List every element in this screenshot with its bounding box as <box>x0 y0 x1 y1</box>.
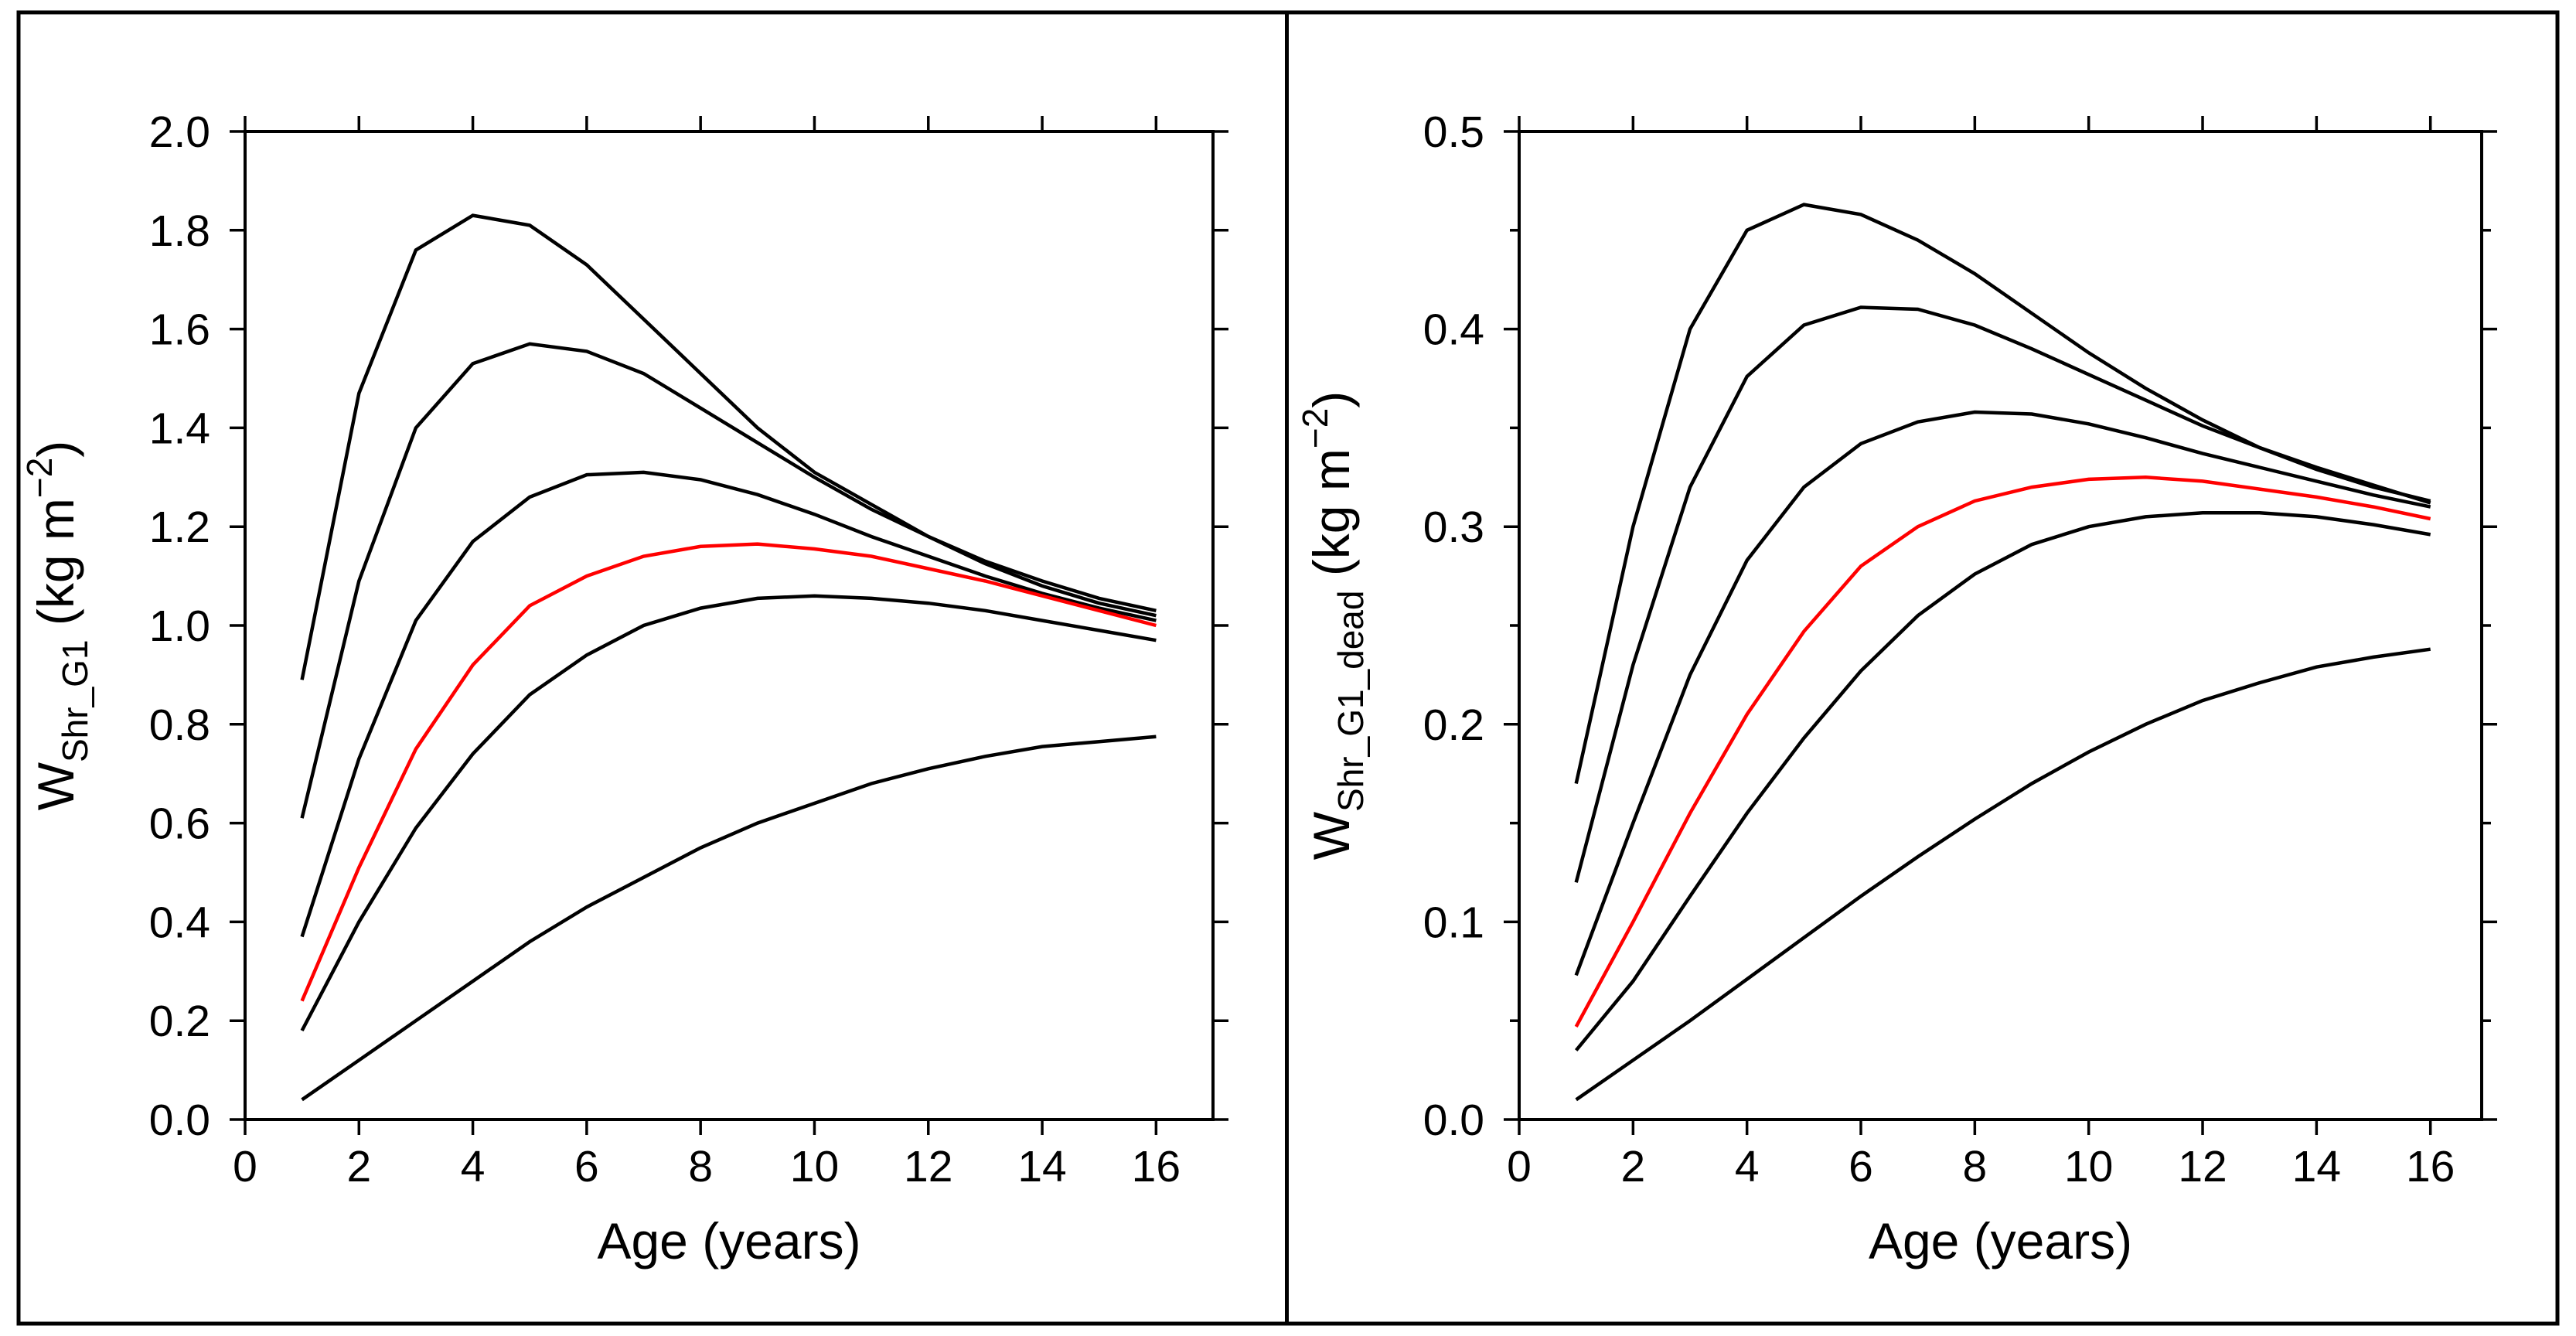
chart-left-curve-2 <box>300 342 1157 819</box>
chart-right-y-tick-label: 0.4 <box>1423 305 1484 355</box>
chart-left-y-tick-label: 1.6 <box>149 305 210 355</box>
chart-right-y-tick-label: 0.3 <box>1423 503 1484 552</box>
chart-left-x-tick-label: 8 <box>688 1142 713 1191</box>
chart-right-curve-6 <box>1575 647 2431 1102</box>
chart-right-curve-2 <box>1574 305 2431 883</box>
chart-right-plot-box <box>1518 130 2483 1121</box>
chart-left-x-tick-label: 2 <box>346 1142 371 1191</box>
chart-left-x-axis-title: Age (years) <box>597 1212 860 1270</box>
chart-right-y-tick-label: 0.0 <box>1423 1096 1484 1145</box>
chart-left-y-tick-label: 1.4 <box>149 404 210 453</box>
chart-left-curve-1 <box>300 213 1157 680</box>
chart-left-curve-5 <box>300 594 1157 1032</box>
chart-right-curve-3 <box>1574 410 2431 976</box>
chart-left-y-tick-label: 0.8 <box>149 700 210 750</box>
chart-left-curve-6 <box>301 734 1157 1102</box>
chart-left-x-tick-label: 6 <box>574 1142 599 1191</box>
chart-right-y-axis-title: WShr_G1_dead (kg m−2) <box>1295 391 1371 861</box>
chart-left-y-tick-label: 0.4 <box>149 898 210 947</box>
chart-right-curve-5 <box>1574 511 2431 1051</box>
chart-left-y-tick-label: 2.0 <box>149 107 210 157</box>
chart-right-x-tick-label: 8 <box>1962 1142 1987 1191</box>
chart-left-y-tick-label: 1.0 <box>149 602 210 651</box>
chart-left-x-tick-label: 10 <box>790 1142 839 1191</box>
chart-right-x-axis-title: Age (years) <box>1869 1212 2132 1270</box>
chart-right-x-tick-label: 16 <box>2406 1142 2455 1191</box>
chart-right-curve-red <box>1574 475 2431 1028</box>
chart-left-x-tick-label: 12 <box>904 1142 952 1191</box>
chart-left-x-tick-label: 14 <box>1017 1142 1066 1191</box>
chart-left-y-tick-label: 1.8 <box>149 206 210 256</box>
chart-right-x-tick-label: 10 <box>2064 1142 2113 1191</box>
chart-right-x-tick-label: 4 <box>1735 1142 1760 1191</box>
chart-right-y-tick-label: 0.2 <box>1423 700 1484 750</box>
chart-right-x-tick-label: 6 <box>1849 1142 1873 1191</box>
chart-right-x-tick-label: 2 <box>1620 1142 1645 1191</box>
chart-left-y-tick-label: 0.0 <box>149 1096 210 1145</box>
chart-left-curve-3 <box>300 470 1157 938</box>
chart-right-y-tick-label: 0.1 <box>1423 898 1484 947</box>
chart-right-y-tick-label: 0.5 <box>1423 107 1484 157</box>
chart-right-x-tick-label: 12 <box>2178 1142 2227 1191</box>
chart-left-x-tick-label: 4 <box>461 1142 486 1191</box>
chart-left-y-tick-label: 1.2 <box>149 503 210 552</box>
chart-left-y-tick-label: 0.2 <box>149 997 210 1046</box>
chart-right-x-tick-label: 0 <box>1507 1142 1532 1191</box>
chart-left-y-tick-label: 0.6 <box>149 799 210 849</box>
chart-left-x-tick-label: 0 <box>233 1142 257 1191</box>
chart-left-curve-red <box>300 542 1157 1002</box>
chart-right-x-tick-label: 14 <box>2292 1142 2341 1191</box>
chart-left-y-axis-title: WShr_G1 (kg m−2) <box>19 441 95 811</box>
chart-left-x-tick-label: 16 <box>1132 1142 1181 1191</box>
